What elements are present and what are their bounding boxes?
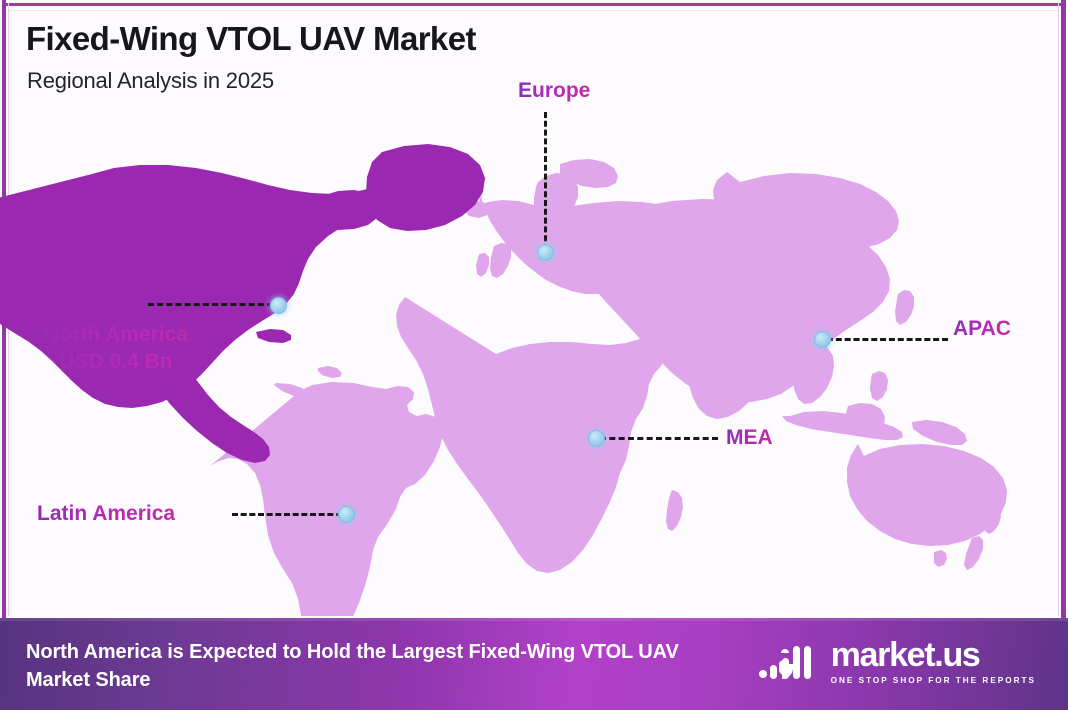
frame-right-line — [1061, 0, 1066, 618]
region-south-america — [210, 382, 443, 616]
region-indonesia — [782, 411, 903, 440]
region-scandinavia-north — [560, 159, 618, 188]
map-regions-highlight — [0, 144, 485, 463]
region-asia — [492, 199, 890, 402]
label-north-america-value: USD 0.4 Bn — [59, 349, 173, 373]
map-marker-europe[interactable] — [537, 244, 554, 261]
logo-wordmark: market.us — [830, 636, 981, 674]
region-mexico — [141, 334, 270, 463]
label-mea: MEA — [726, 425, 773, 452]
label-europe: Europe — [518, 78, 590, 105]
region-new-zealand — [984, 507, 1001, 534]
region-new-guinea — [912, 420, 967, 445]
label-north-america: North America USD 0.4 Bn — [16, 322, 216, 376]
region-tasmania — [934, 550, 947, 567]
region-baffin-island — [307, 190, 380, 230]
market-us-logo[interactable]: market.us ONE STOP SHOP FOR THE REPORTS — [758, 638, 1036, 685]
connector-north-america — [148, 303, 273, 306]
region-africa — [396, 297, 667, 573]
region-greenland — [366, 144, 485, 231]
connector-mea — [600, 437, 718, 440]
region-new-zealand-south — [964, 536, 983, 570]
region-alaska — [42, 198, 118, 248]
page-subtitle: Regional Analysis in 2025 — [27, 68, 274, 93]
map-marker-north-america[interactable] — [270, 297, 287, 314]
label-apac: APAC — [953, 316, 1011, 343]
market-us-logo-mark — [758, 645, 811, 679]
region-philippines — [870, 371, 888, 401]
frame-top-line — [2, 3, 1066, 6]
world-map — [0, 144, 1007, 616]
logo-tagline: ONE STOP SHOP FOR THE REPORTS — [830, 676, 1036, 685]
map-regions-base — [210, 159, 1007, 616]
region-indochina — [793, 344, 834, 404]
frame-right-inner-line — [1058, 2, 1059, 616]
region-cuba — [256, 329, 291, 343]
region-central-america-south — [274, 383, 310, 398]
region-canadian-arctic — [204, 182, 285, 215]
region-borneo — [846, 403, 885, 431]
region-caribbean-light — [318, 366, 342, 378]
region-madagascar — [666, 490, 683, 531]
region-british-isles — [490, 243, 511, 278]
map-marker-mea[interactable] — [588, 430, 605, 447]
connector-latin-america — [232, 513, 342, 516]
connector-apac — [827, 338, 948, 341]
page-title: Fixed-Wing VTOL UAV Market — [26, 20, 476, 57]
region-ireland — [476, 253, 489, 277]
connector-europe — [544, 112, 547, 250]
region-japan — [895, 290, 914, 325]
region-india — [687, 339, 763, 419]
map-marker-latin-america[interactable] — [338, 506, 355, 523]
region-australia — [847, 444, 1007, 546]
frame-top-inner-line — [8, 10, 1059, 11]
label-latin-america: Latin America — [37, 501, 175, 528]
region-siberia — [713, 172, 899, 250]
footer-bar: North America is Expected to Hold the La… — [0, 618, 1068, 710]
label-north-america-name: North America — [44, 323, 188, 346]
map-marker-apac[interactable] — [814, 331, 831, 348]
footer-caption: North America is Expected to Hold the La… — [26, 641, 679, 692]
